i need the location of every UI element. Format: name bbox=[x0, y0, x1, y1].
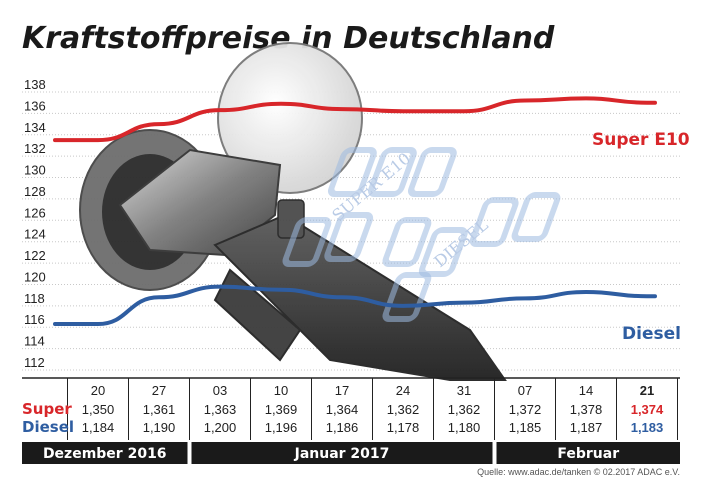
table-cell-super: 1,350 bbox=[82, 402, 115, 417]
table-cell-super: 1,369 bbox=[265, 402, 298, 417]
y-tick-label: 120 bbox=[24, 269, 46, 284]
y-tick-label: 118 bbox=[24, 291, 45, 306]
row-label-diesel: Diesel bbox=[22, 418, 74, 436]
x-tick-label: 27 bbox=[152, 383, 166, 398]
series-label-super-e10: Super E10 bbox=[592, 130, 690, 150]
x-tick-label: 07 bbox=[518, 383, 532, 398]
y-tick-label: 128 bbox=[24, 184, 46, 199]
table-cell-diesel: 1,196 bbox=[265, 420, 298, 435]
y-tick-label: 136 bbox=[24, 98, 46, 113]
x-tick-label: 14 bbox=[579, 383, 593, 398]
y-tick-label: 112 bbox=[24, 355, 45, 370]
display-digit-decoration bbox=[382, 217, 432, 267]
display-digit-decoration bbox=[382, 272, 432, 322]
display-digit-decoration bbox=[324, 212, 374, 262]
fuel-nozzle-illustration bbox=[79, 42, 507, 381]
table-cell-diesel: 1,186 bbox=[326, 420, 359, 435]
month-label: Januar 2017 bbox=[294, 446, 390, 462]
table-cell-super: 1,378 bbox=[570, 402, 603, 417]
x-tick-label: 24 bbox=[396, 383, 410, 398]
display-digit-decoration bbox=[418, 227, 468, 277]
source-note: Quelle: www.adac.de/tanken © 02.2017 ADA… bbox=[477, 467, 680, 477]
price-table: 1,350 1,361 1,363 1,369 1,364 1,362 1,362 1,372… bbox=[82, 402, 664, 435]
table-cell-diesel: 1,184 bbox=[82, 420, 115, 435]
series-line-super-e10 bbox=[53, 96, 657, 143]
month-label: Februar bbox=[557, 446, 619, 462]
y-tick-label: 138 bbox=[24, 77, 46, 92]
table-cell-super: 1,364 bbox=[326, 402, 359, 417]
x-tick-label: 31 bbox=[457, 383, 471, 398]
x-tick-label: 20 bbox=[91, 383, 105, 398]
y-axis-tick-labels: 112 114 116 118 120 122 124 126 128 130 132 134 136 1… bbox=[24, 77, 46, 370]
table-cell-diesel: 1,200 bbox=[204, 420, 237, 435]
month-label: Dezember 2016 bbox=[43, 446, 167, 462]
fuel-cap-icon bbox=[217, 42, 363, 194]
table-cell-diesel: 1,183 bbox=[631, 420, 664, 435]
table-cell-super: 1,363 bbox=[204, 402, 237, 417]
row-label-super: Super bbox=[22, 400, 72, 418]
y-tick-label: 130 bbox=[24, 163, 46, 178]
table-cell-diesel: 1,180 bbox=[448, 420, 481, 435]
y-tick-label: 126 bbox=[24, 205, 46, 220]
table-cell-super: 1,361 bbox=[143, 402, 176, 417]
y-tick-label: 114 bbox=[24, 334, 45, 349]
display-digit-decoration bbox=[282, 217, 332, 267]
month-band bbox=[191, 442, 493, 464]
display-digit-decoration bbox=[469, 197, 519, 247]
month-band bbox=[496, 442, 680, 464]
y-tick-label: 122 bbox=[24, 248, 46, 263]
y-tick-label: 132 bbox=[24, 141, 46, 156]
display-digit-decoration bbox=[511, 192, 561, 242]
x-tick-label: 21 bbox=[640, 383, 654, 398]
display-digit-decoration bbox=[367, 147, 417, 197]
month-bands: Dezember 2016 Januar 2017 Februar bbox=[22, 442, 680, 464]
series-label-diesel: Diesel bbox=[622, 324, 681, 344]
nozzle-spout-icon bbox=[118, 148, 282, 257]
y-tick-label: 134 bbox=[24, 120, 46, 135]
table-cell-diesel: 1,178 bbox=[387, 420, 420, 435]
table-cell-diesel: 1,190 bbox=[143, 420, 176, 435]
x-tick-label: 10 bbox=[274, 383, 288, 398]
month-band bbox=[22, 442, 188, 464]
x-tick-label: 17 bbox=[335, 383, 349, 398]
table-cell-diesel: 1,185 bbox=[509, 420, 542, 435]
table-cell-super: 1,374 bbox=[631, 402, 664, 417]
series-line-diesel bbox=[53, 284, 657, 327]
table-cell-super: 1,362 bbox=[387, 402, 420, 417]
display-digit-decoration bbox=[407, 147, 457, 197]
table-cell-super: 1,362 bbox=[448, 402, 481, 417]
column-separators bbox=[67, 378, 678, 440]
x-tick-label: 03 bbox=[213, 383, 227, 398]
x-axis-tick-labels: 20 27 03 10 17 24 31 07 14 21 bbox=[91, 383, 654, 398]
series-lines bbox=[53, 96, 657, 327]
table-cell-diesel: 1,187 bbox=[570, 420, 603, 435]
y-tick-label: 124 bbox=[24, 227, 46, 242]
table-cell-super: 1,372 bbox=[509, 402, 542, 417]
y-tick-label: 116 bbox=[24, 312, 45, 327]
display-digit-decoration bbox=[327, 147, 377, 197]
